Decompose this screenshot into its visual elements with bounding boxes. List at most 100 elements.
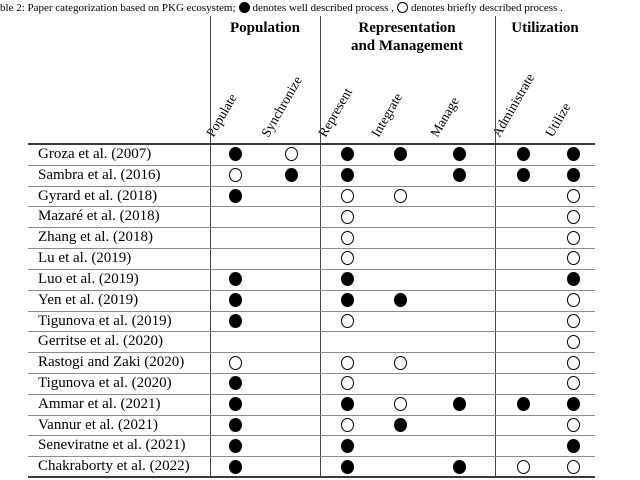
empty-dot-icon <box>340 189 354 204</box>
row-separator-line <box>28 268 595 270</box>
caption-text-2: denotes well described process , <box>252 2 394 14</box>
filled-dot-icon <box>393 147 407 162</box>
group-header-representation: Representation and Management <box>317 19 497 55</box>
row-label: Tigunova et al. (2020) <box>38 374 172 391</box>
row-separator-line <box>28 435 595 437</box>
empty-dot-icon <box>566 376 580 391</box>
row-label: Seneviratne et al. (2021) <box>38 437 186 454</box>
filled-dot-icon <box>228 459 242 474</box>
filled-dot-icon <box>393 417 407 432</box>
column-header-manage: Manage <box>427 94 462 140</box>
row-separator-line <box>28 143 595 145</box>
filled-dot-icon <box>566 438 580 453</box>
empty-dot-icon <box>566 251 580 266</box>
row-separator-line <box>28 393 595 395</box>
empty-dot-icon <box>566 189 580 204</box>
row-label: Gerritse et al. (2020) <box>38 333 163 350</box>
row-separator-line <box>28 456 595 458</box>
row-separator-line <box>28 206 595 208</box>
empty-dot-icon <box>340 417 354 432</box>
row-label: Ammar et al. (2021) <box>38 395 161 412</box>
row-separator-line <box>28 164 595 166</box>
row-separator-line <box>28 331 595 333</box>
filled-dot-icon <box>516 168 530 183</box>
filled-dot-icon <box>340 438 354 453</box>
filled-dot-icon <box>228 293 242 308</box>
filled-dot-icon <box>393 293 407 308</box>
column-header-synchronize: Synchronize <box>258 73 305 140</box>
group-header-line: Representation <box>358 20 456 36</box>
column-header-populate: Populate <box>203 91 240 140</box>
filled-dot-icon <box>228 397 242 412</box>
empty-dot-icon <box>566 313 580 328</box>
row-label: Tigunova et al. (2019) <box>38 312 172 329</box>
row-label: Lu et al. (2019) <box>38 250 132 267</box>
empty-dot-icon <box>516 459 530 474</box>
filled-dot-icon <box>228 438 242 453</box>
empty-dot-icon <box>340 355 354 370</box>
row-separator-line <box>28 352 595 354</box>
empty-dot-icon <box>566 417 580 432</box>
row-label: Luo et al. (2019) <box>38 270 139 287</box>
row-label: Groza et al. (2007) <box>38 146 152 162</box>
group-header-line: and Management <box>350 38 464 54</box>
filled-dot-icon <box>228 189 242 204</box>
row-label: Yen et al. (2019) <box>38 291 139 308</box>
row-separator-line <box>28 372 595 374</box>
group-header-line: Utilization <box>511 20 579 36</box>
filled-dot-icon <box>340 459 354 474</box>
filled-dot-icon <box>284 168 298 183</box>
filled-dot-icon <box>452 147 466 162</box>
row-separator-line <box>28 227 595 229</box>
group-header-line: Population <box>229 20 301 36</box>
column-separator-line <box>210 16 211 478</box>
empty-dot-icon <box>566 293 580 308</box>
row-separator-line <box>28 248 595 250</box>
row-label: Vannur et al. (2021) <box>38 416 158 433</box>
row-separator-line <box>28 476 595 478</box>
filled-dot-icon <box>566 397 580 412</box>
legend-filled-circle-icon <box>238 1 250 13</box>
empty-dot-icon <box>566 334 580 349</box>
row-separator-line <box>28 185 595 187</box>
group-header-utilization: Utilization <box>470 19 620 37</box>
row-label: Rastogi and Zaki (2020) <box>38 354 185 371</box>
empty-dot-icon <box>340 209 354 224</box>
filled-dot-icon <box>516 397 530 412</box>
row-separator-line <box>28 289 595 291</box>
row-label: Gyrard et al. (2018) <box>38 187 158 204</box>
filled-dot-icon <box>340 293 354 308</box>
filled-dot-icon <box>228 147 242 162</box>
row-label: Chakraborty et al. (2022) <box>38 458 190 475</box>
empty-dot-icon <box>340 251 354 266</box>
empty-dot-icon <box>340 313 354 328</box>
empty-dot-icon <box>228 355 242 370</box>
filled-dot-icon <box>228 313 242 328</box>
filled-dot-icon <box>340 272 354 287</box>
empty-dot-icon <box>566 459 580 474</box>
row-separator-line <box>28 310 595 312</box>
column-header-represent: Represent <box>315 85 356 140</box>
empty-dot-icon <box>566 209 580 224</box>
row-label: Mazaré et al. (2018) <box>38 208 160 225</box>
filled-dot-icon <box>340 147 354 162</box>
empty-dot-icon <box>393 189 407 204</box>
column-header-administrate: Administrate <box>489 70 538 140</box>
empty-dot-icon <box>228 168 242 183</box>
row-label: Zhang et al. (2018) <box>38 229 153 246</box>
empty-dot-icon <box>566 355 580 370</box>
group-header-population: Population <box>190 19 340 37</box>
filled-dot-icon <box>228 417 242 432</box>
row-label: Sambra et al. (2016) <box>38 166 161 183</box>
column-separator-line <box>495 16 496 478</box>
filled-dot-icon <box>228 376 242 391</box>
filled-dot-icon <box>516 147 530 162</box>
empty-dot-icon <box>393 355 407 370</box>
empty-dot-icon <box>393 397 407 412</box>
column-separator-line <box>320 16 321 478</box>
caption-text-1: ble 2: Paper categorization based on PKG… <box>0 2 236 14</box>
row-separator-line <box>28 414 595 416</box>
filled-dot-icon <box>340 168 354 183</box>
empty-dot-icon <box>284 147 298 162</box>
caption-text-3: denotes briefly described process . <box>410 2 563 14</box>
